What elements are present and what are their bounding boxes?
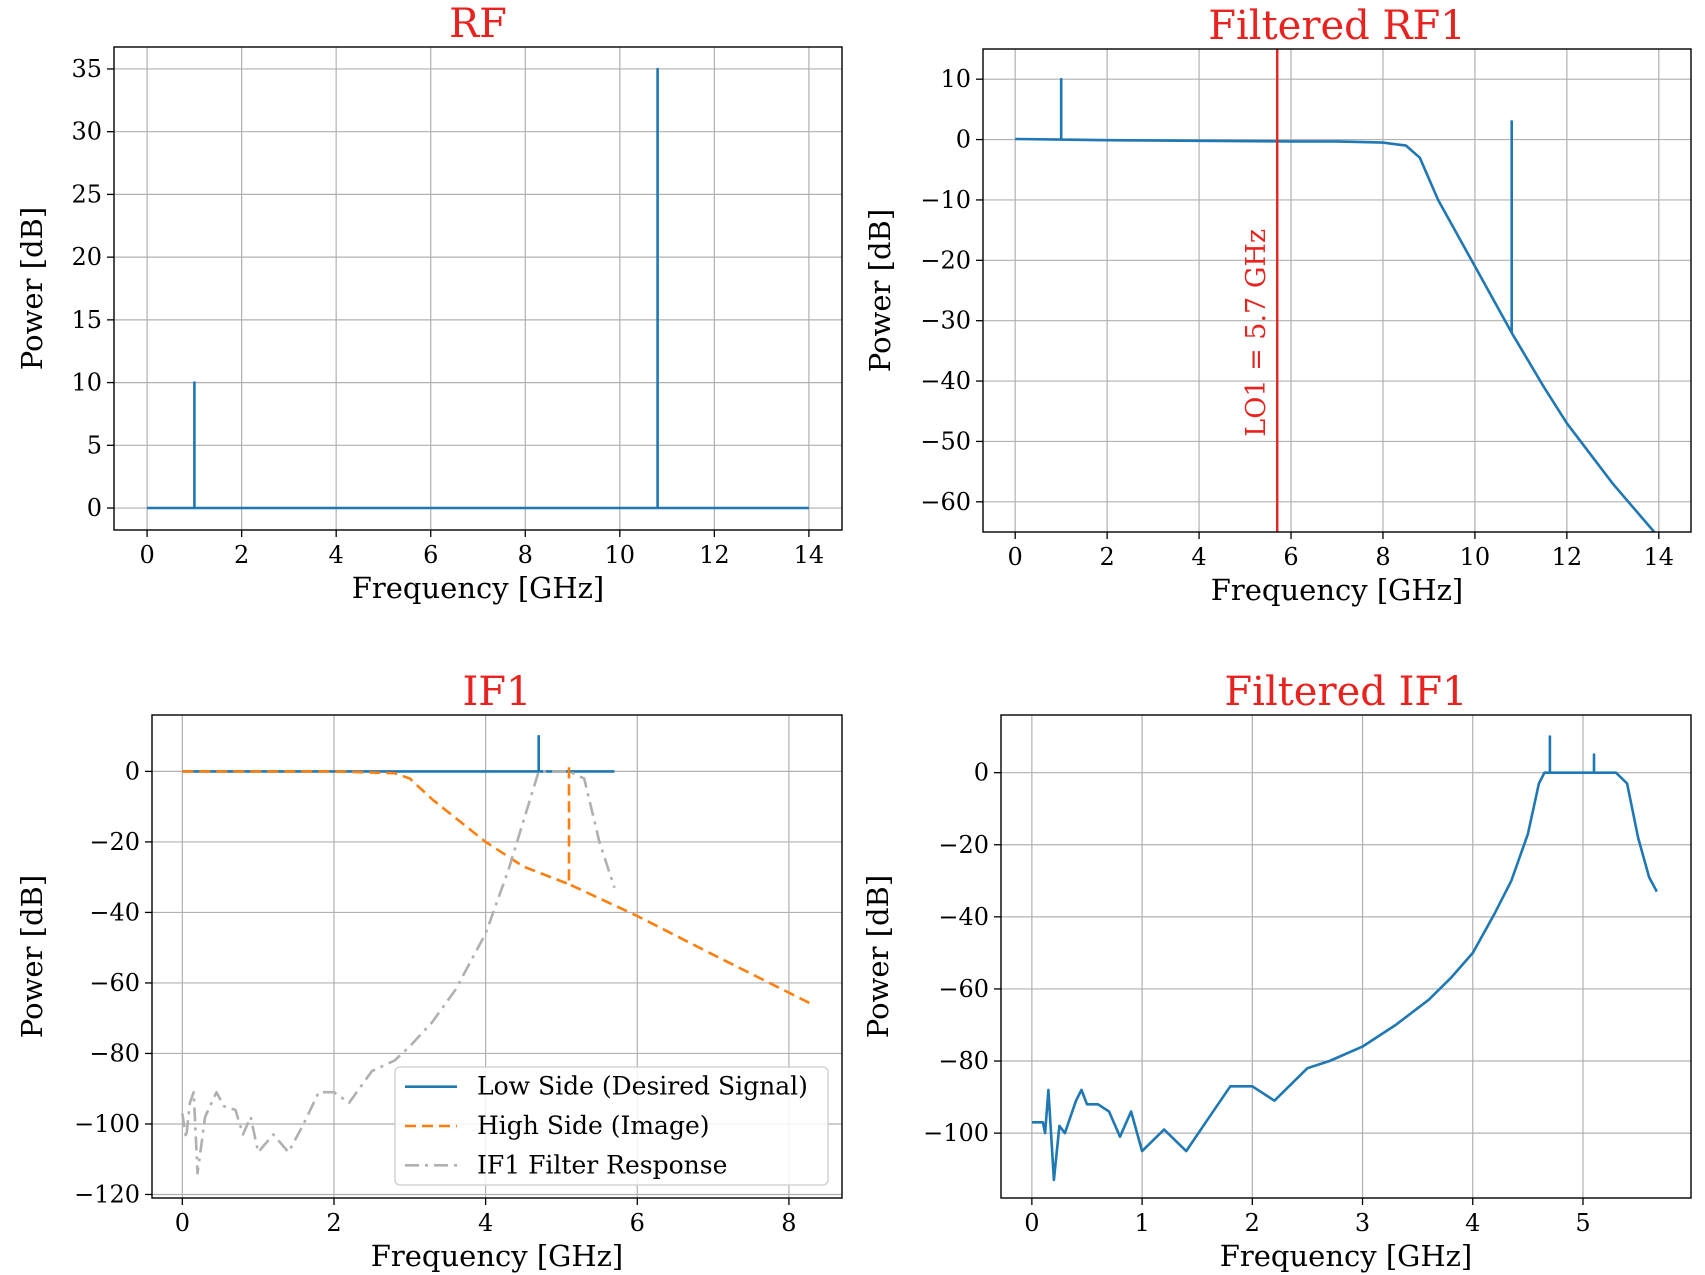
plot-frame [113, 46, 843, 531]
chart-title: Filtered IF1 [1224, 669, 1467, 715]
x-tick-label: 14 [794, 541, 825, 569]
y-tick-label: 10 [940, 65, 971, 93]
plot-data [1031, 735, 1658, 1182]
y-axis-label: Power [dB] [861, 875, 895, 1038]
x-tick-label: 0 [1008, 543, 1023, 571]
x-tick-label: 4 [1191, 543, 1206, 571]
x-tick-label: 2 [326, 1209, 341, 1237]
y-tick-label: 0 [125, 757, 140, 785]
x-tick-label: 2 [234, 541, 249, 569]
y-tick-label: −50 [920, 427, 971, 455]
x-axis-label: Frequency [GHz] [371, 1239, 623, 1273]
y-tick-label: 20 [71, 243, 102, 271]
series-line-1 [182, 734, 615, 773]
y-tick-label: 0 [87, 494, 102, 522]
x-tick-label: 12 [699, 541, 730, 569]
y-tick-label: −60 [920, 488, 971, 516]
chart-title: IF1 [462, 669, 531, 715]
x-tick-label: 0 [175, 1209, 190, 1237]
x-tick-label: 5 [1575, 1209, 1590, 1237]
y-tick-label: −80 [938, 1047, 989, 1075]
x-tick-label: 2 [1099, 543, 1114, 571]
y-tick-label: 10 [71, 369, 102, 397]
y-tick-label: 15 [71, 306, 102, 334]
x-tick-label: 4 [478, 1209, 493, 1237]
y-tick-label: −20 [938, 831, 989, 859]
x-tick-label: 3 [1355, 1209, 1370, 1237]
x-tick-label: 6 [1283, 543, 1298, 571]
x-tick-label: 8 [1375, 543, 1390, 571]
legend-box [394, 1066, 829, 1186]
x-tick-label: 2 [1245, 1209, 1260, 1237]
y-tick-label: 5 [87, 431, 102, 459]
lo-marker-label: LO1 = 5.7 GHz [1241, 229, 1272, 437]
plot-frame [151, 714, 843, 1199]
y-tick-label: −30 [920, 307, 971, 335]
y-tick-label: −60 [89, 969, 140, 997]
y-tick-label: −20 [89, 828, 140, 856]
legend-entry-3: IF1 Filter Response [477, 1150, 727, 1179]
y-tick-label: −120 [74, 1180, 140, 1208]
chart-panel-2: LO1 = 5.7 GHz 0 2 4 6 8 10 12 14 10 0 −10 −20 −30 −40 −… [863, 3, 1692, 607]
y-tick-label: 0 [956, 126, 971, 154]
x-axis-label: Frequency [GHz] [352, 571, 604, 605]
x-tick-label: 10 [605, 541, 636, 569]
chart-panel-3: 0 2 4 6 8 0 −20 −40 −60 −80 −100 −120 IF1 Frequency [… [15, 669, 843, 1273]
y-tick-label: 30 [71, 118, 102, 146]
plot-data [1015, 77, 1656, 532]
x-tick-label: 8 [781, 1209, 796, 1237]
x-tick-label: 0 [1024, 1209, 1039, 1237]
plot-frame [1000, 714, 1692, 1199]
y-tick-label: 0 [974, 759, 989, 787]
y-axis-label: Power [dB] [15, 207, 49, 370]
y-axis-label: Power [dB] [863, 209, 897, 372]
y-tick-label: −40 [938, 903, 989, 931]
x-tick-label: 0 [139, 541, 154, 569]
legend-entry-1: Low Side (Desired Signal) [477, 1072, 808, 1101]
x-tick-label: 10 [1460, 543, 1491, 571]
y-tick-label: 35 [71, 55, 102, 83]
y-tick-label: −100 [74, 1110, 140, 1138]
chart-panel-1: 0 2 4 6 8 10 12 14 0 5 10 15 20 25 30 35 RF Frequency [GH… [15, 1, 843, 605]
plot-frame [982, 48, 1692, 533]
chart-panel-4: 0 1 2 3 4 5 0 −20 −40 −60 −80 −100 Filtered IF1 Frequ… [861, 669, 1692, 1273]
x-tick-label: 8 [518, 541, 533, 569]
chart-title: Filtered RF1 [1208, 3, 1466, 49]
series-line-1 [147, 67, 809, 510]
legend-entry-2: High Side (Image) [477, 1111, 710, 1140]
series-line-3 [181, 770, 616, 1175]
y-tick-label: −20 [920, 246, 971, 274]
x-tick-label: 6 [630, 1209, 645, 1237]
series-line-1 [1031, 735, 1658, 1182]
x-axis-label: Frequency [GHz] [1220, 1239, 1472, 1273]
x-tick-label: 14 [1644, 543, 1675, 571]
x-tick-label: 4 [1465, 1209, 1480, 1237]
y-tick-label: −80 [89, 1039, 140, 1067]
legend: Low Side (Desired Signal) High Side (Imag… [394, 1066, 829, 1186]
plot-data [181, 734, 813, 1175]
y-tick-label: 25 [71, 180, 102, 208]
y-tick-label: −10 [920, 186, 971, 214]
y-tick-label: −40 [89, 898, 140, 926]
x-tick-label: 4 [329, 541, 344, 569]
x-tick-label: 12 [1552, 543, 1583, 571]
y-tick-label: −100 [923, 1119, 989, 1147]
y-tick-label: −60 [938, 975, 989, 1003]
plot-data [147, 67, 809, 510]
x-tick-label: 6 [423, 541, 438, 569]
y-axis-label: Power [dB] [15, 875, 49, 1038]
series-line-2 [182, 763, 813, 1006]
series-line-1 [1015, 77, 1656, 532]
chart-title: RF [449, 1, 507, 47]
y-tick-label: −40 [920, 367, 971, 395]
x-axis-label: Frequency [GHz] [1211, 573, 1463, 607]
x-tick-label: 1 [1134, 1209, 1149, 1237]
